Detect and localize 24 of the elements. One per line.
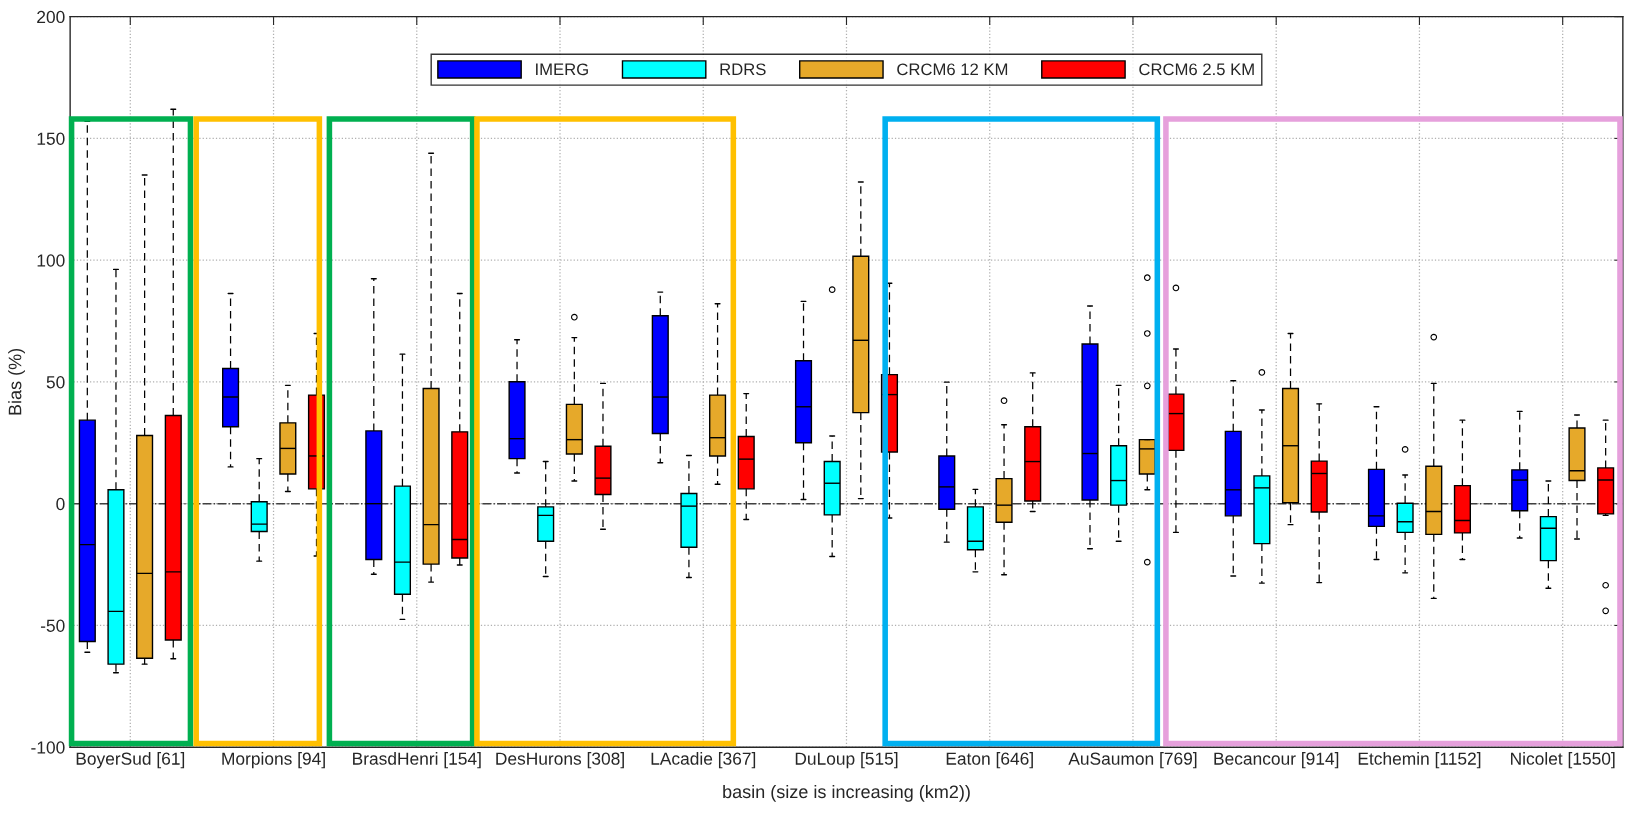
legend-label: CRCM6 2.5 KM <box>1139 63 1254 76</box>
x-tick-label: Becancour [914] <box>1214 752 1339 769</box>
y-tick-label: -50 <box>40 619 65 632</box>
y-tick-label: 100 <box>37 254 65 267</box>
y-tick-label: 0 <box>56 497 65 511</box>
legend-label: CRCM6 12 KM <box>897 63 1008 76</box>
x-tick-label: Morpions [94] <box>222 752 325 769</box>
y-axis-title: Bias (%) <box>8 348 25 415</box>
legend-label: RDRS <box>720 63 766 76</box>
x-tick-label: Nicolet [1550] <box>1511 752 1615 769</box>
x-tick-label: LAcadie [367] <box>651 752 756 769</box>
x-tick-label: DesHurons [308] <box>496 752 624 769</box>
x-tick-label: BoyerSud [61] <box>76 752 185 769</box>
x-tick-label: DuLoup [515] <box>795 752 898 769</box>
x-tick-label: BrasdHenri [154] <box>353 752 481 769</box>
y-tick-label: 50 <box>46 376 65 389</box>
legend-label: IMERG <box>536 63 588 76</box>
x-tick-label: Etchemin [1152] <box>1358 752 1481 769</box>
x-tick-label: AuSaumon [769] <box>1068 752 1197 769</box>
y-tick-label: 150 <box>37 132 65 145</box>
y-tick-label: 200 <box>37 10 65 24</box>
x-axis-title: basin (size is increasing (km2)) <box>723 784 970 802</box>
x-tick-label: Eaton [646] <box>946 752 1033 769</box>
y-tick-label: -100 <box>31 741 65 754</box>
